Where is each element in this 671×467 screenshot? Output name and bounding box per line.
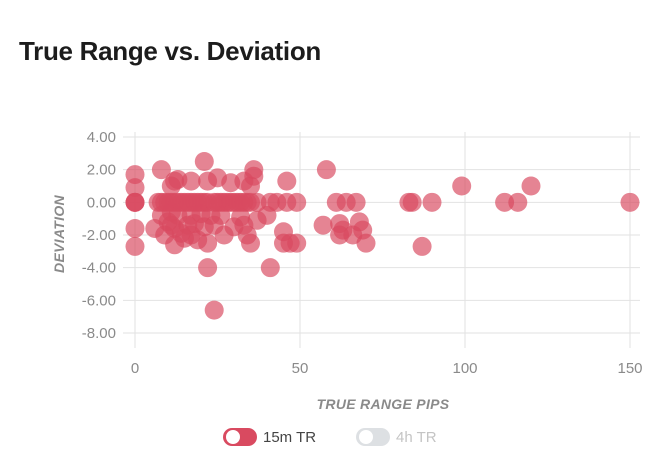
data-point[interactable]: [620, 192, 640, 212]
legend-item-15m-tr[interactable]: 15m TR: [223, 426, 316, 448]
data-point[interactable]: [125, 236, 145, 256]
data-point[interactable]: [260, 258, 280, 278]
x-tick-label: 50: [292, 360, 309, 377]
y-tick-label: 2.00: [87, 162, 116, 179]
data-point[interactable]: [125, 218, 145, 238]
legend-item-4h-tr[interactable]: 4h TR: [356, 426, 437, 448]
data-point[interactable]: [181, 171, 201, 191]
data-point[interactable]: [277, 171, 297, 191]
data-point[interactable]: [316, 160, 336, 180]
x-tick-label: 150: [617, 360, 642, 377]
y-tick-label: 4.00: [87, 129, 116, 146]
y-tick-label: -2.00: [82, 227, 116, 244]
legend-toggle-4h-tr[interactable]: [356, 428, 390, 446]
data-point[interactable]: [287, 192, 307, 212]
y-axis-title: DEVIATION: [51, 194, 67, 272]
data-point[interactable]: [151, 160, 171, 180]
data-point[interactable]: [241, 233, 260, 253]
data-point[interactable]: [402, 192, 422, 212]
x-axis-ticks: 0 50 100 150: [131, 360, 643, 377]
y-tick-label: -4.00: [82, 260, 116, 277]
data-point[interactable]: [422, 192, 442, 212]
x-tick-label: 100: [452, 360, 477, 377]
toggle-knob: [226, 430, 240, 444]
y-tick-label: -8.00: [82, 325, 116, 342]
data-point[interactable]: [508, 192, 528, 212]
data-point[interactable]: [125, 178, 145, 198]
data-point[interactable]: [412, 236, 432, 256]
data-point[interactable]: [204, 300, 224, 320]
data-point[interactable]: [125, 192, 145, 212]
chart-title: True Range vs. Deviation: [19, 36, 322, 66]
y-tick-label: -6.00: [82, 292, 116, 309]
data-point[interactable]: [198, 258, 218, 278]
x-tick-label: 0: [131, 360, 139, 377]
data-point[interactable]: [495, 192, 515, 212]
data-point[interactable]: [198, 233, 218, 253]
data-point[interactable]: [346, 192, 366, 212]
data-point[interactable]: [247, 192, 267, 212]
data-point[interactable]: [194, 152, 214, 171]
data-point[interactable]: [244, 166, 264, 186]
data-point[interactable]: [356, 233, 376, 253]
legend-toggle-15m-tr[interactable]: [223, 428, 257, 446]
data-point[interactable]: [452, 176, 472, 196]
data-points: [125, 152, 640, 320]
data-point[interactable]: [125, 165, 145, 185]
legend-label-15m-tr: 15m TR: [263, 428, 317, 446]
data-point[interactable]: [313, 215, 333, 235]
y-tick-label: 0.00: [87, 194, 116, 211]
legend-label-4h-tr: 4h TR: [396, 428, 437, 446]
x-axis-title: TRUE RANGE PIPS: [317, 396, 450, 412]
data-point[interactable]: [287, 233, 307, 253]
y-axis-ticks: 4.00 2.00 0.00 -2.00 -4.00 -6.00 -8.00: [82, 129, 116, 342]
toggle-knob: [359, 430, 373, 444]
data-point[interactable]: [521, 176, 541, 196]
